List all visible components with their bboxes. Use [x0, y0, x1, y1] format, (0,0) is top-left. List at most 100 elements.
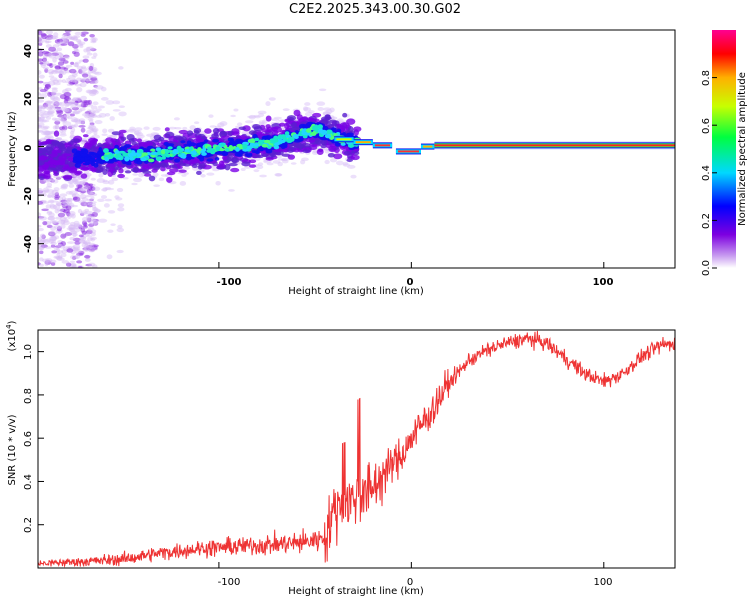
spectrogram-noise-point — [80, 104, 87, 108]
spectrogram-peak-point — [286, 138, 293, 143]
spectrogram-band-point — [106, 163, 117, 168]
spectrogram-band-point — [242, 125, 251, 132]
spectrogram-noise-point — [46, 63, 52, 67]
spectrogram-noise-point — [55, 92, 62, 96]
bottom-xtick-label-0: -100 — [218, 577, 241, 588]
spectrogram-band-point — [87, 166, 97, 172]
spectrogram-noise-point — [80, 95, 87, 101]
spectrogram-noise-point — [74, 83, 82, 87]
spectrogram-noise-point — [181, 174, 187, 177]
spectrogram-noise-point — [79, 44, 84, 49]
spectrogram-noise-point — [48, 113, 54, 117]
spectrogram-noise-point — [94, 208, 101, 214]
spectrogram-transition-core — [422, 145, 433, 148]
spectrogram-band-point — [325, 121, 331, 128]
spectrogram-noise-point — [90, 236, 97, 241]
spectrogram-noise-point — [266, 162, 274, 166]
spectrogram-noise-point — [89, 198, 94, 202]
spectrogram-noise-point — [51, 69, 59, 73]
spectrogram-noise-point — [51, 179, 59, 184]
spectrogram-noise-point — [83, 240, 91, 245]
spectrogram-noise-point — [63, 218, 69, 223]
spectrogram-noise-point — [53, 82, 61, 86]
spectrogram-noise-point — [316, 101, 326, 106]
spectrogram-core-point — [73, 157, 80, 161]
spectrogram-noise-point — [90, 37, 98, 42]
spectrogram-band-point — [327, 152, 335, 158]
spectrogram-noise-point — [49, 230, 56, 236]
spectrogram-noise-point — [57, 255, 63, 259]
spectrogram-noise-point — [98, 113, 107, 118]
spectrogram-noise-point — [46, 101, 52, 106]
spectrogram-noise-point — [236, 122, 243, 127]
spectrogram-noise-point — [43, 60, 50, 65]
spectrogram-noise-point — [88, 74, 93, 79]
spectrogram-noise-point — [50, 91, 57, 96]
spectrogram-noise-point — [53, 187, 60, 192]
spectrogram-noise-point — [248, 114, 256, 120]
spectrogram-noise-point — [53, 246, 59, 251]
spectrogram-noise-point — [96, 178, 106, 184]
spectrogram-noise-point — [74, 248, 81, 254]
spectrogram-noise-point — [66, 227, 74, 231]
spectrogram-noise-point — [132, 173, 139, 176]
spectrogram-noise-point — [81, 196, 88, 202]
spectrogram-noise-point — [52, 125, 58, 130]
spectrogram-noise-point — [100, 86, 107, 92]
top-ytick-label-0: -40 — [23, 235, 34, 253]
spectrogram-peak-point — [103, 148, 109, 154]
spectrogram-noise-point — [134, 127, 143, 132]
spectrogram-peak-point — [273, 145, 280, 150]
spectrogram-noise-point — [64, 203, 73, 207]
spectrogram-noise-point — [41, 126, 49, 131]
spectrogram-band-point — [320, 120, 329, 124]
spectrogram-noise-point — [42, 57, 48, 63]
spectrogram-peak-point — [113, 155, 121, 159]
spectrogram-noise-point — [59, 53, 64, 59]
spectrogram-peak-point — [167, 146, 173, 150]
spectrogram-noise-point — [38, 124, 43, 128]
colorbar-tick-label-2: 0.4 — [701, 165, 712, 181]
spectrogram-peak-point — [184, 149, 191, 153]
spectrogram-band-point — [212, 127, 220, 135]
spectrogram-band-point — [342, 112, 348, 118]
spectrogram-noise-point — [86, 237, 94, 241]
spectrogram-noise-point — [80, 33, 86, 37]
tone-core — [434, 144, 675, 147]
top-xtick-label-1: 0 — [407, 277, 414, 288]
spectrogram-noise-point — [38, 37, 43, 43]
spectrogram-noise-point — [77, 40, 82, 44]
spectrogram-band-point — [82, 166, 90, 171]
spectrogram-noise-point — [40, 113, 50, 119]
spectrogram-noise-point — [78, 265, 83, 268]
spectrogram-core-point — [220, 150, 227, 156]
spectrogram-noise-point — [182, 126, 188, 131]
spectrogram-noise-point — [167, 126, 177, 130]
spectrogram-noise-point — [85, 46, 91, 52]
spectrogram-peak-point — [320, 129, 328, 136]
spectrogram-noise-point — [38, 70, 42, 75]
spectrogram-peak-point — [209, 149, 216, 155]
spectrogram-noise-point — [80, 100, 88, 104]
spectrogram-noise-point — [59, 126, 66, 131]
spectrogram-noise-point — [51, 63, 57, 67]
spectrogram-noise-point — [41, 50, 50, 54]
spectrogram-noise-point — [100, 195, 108, 200]
spectrogram-peak-point — [130, 152, 137, 157]
snr-panel: -100 0 100 Height of straight line (km) … — [5, 320, 676, 597]
spectrogram-noise-point — [48, 36, 57, 40]
spectrogram-noise-point — [79, 82, 87, 88]
spectrogram-noise-point — [68, 213, 75, 218]
spectrogram-noise-point — [179, 181, 187, 186]
spectrogram-core-point — [98, 147, 103, 153]
spectrogram-noise-point — [48, 212, 55, 218]
spectrogram-noise-point — [87, 202, 97, 207]
spectrogram-noise-point — [76, 77, 82, 82]
spectrogram-noise-point — [253, 169, 260, 173]
spectrogram-peak-point — [147, 158, 155, 163]
spectrogram-noise-point — [38, 216, 47, 221]
spectrogram-noise-point — [53, 32, 59, 38]
spectrogram-band-point — [248, 164, 257, 168]
spectrogram-transition-core — [397, 150, 419, 153]
spectrogram-peak-point — [235, 146, 240, 152]
